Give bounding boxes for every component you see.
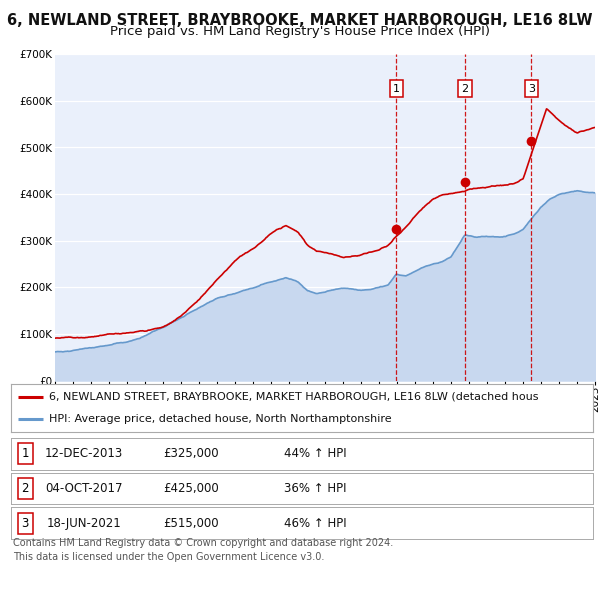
Text: 36% ↑ HPI: 36% ↑ HPI — [284, 482, 347, 495]
Text: £325,000: £325,000 — [163, 447, 219, 460]
Text: 04-OCT-2017: 04-OCT-2017 — [45, 482, 122, 495]
Text: £425,000: £425,000 — [163, 482, 219, 495]
Text: HPI: Average price, detached house, North Northamptonshire: HPI: Average price, detached house, Nort… — [49, 414, 391, 424]
Text: 1: 1 — [22, 447, 29, 460]
Text: 44% ↑ HPI: 44% ↑ HPI — [284, 447, 347, 460]
Text: This data is licensed under the Open Government Licence v3.0.: This data is licensed under the Open Gov… — [13, 552, 325, 562]
Text: 6, NEWLAND STREET, BRAYBROOKE, MARKET HARBOROUGH, LE16 8LW: 6, NEWLAND STREET, BRAYBROOKE, MARKET HA… — [7, 13, 593, 28]
Text: 3: 3 — [22, 517, 29, 530]
Text: £515,000: £515,000 — [163, 517, 219, 530]
Text: 2: 2 — [22, 482, 29, 495]
Text: 2: 2 — [461, 84, 469, 94]
Text: 18-JUN-2021: 18-JUN-2021 — [46, 517, 121, 530]
Text: Price paid vs. HM Land Registry's House Price Index (HPI): Price paid vs. HM Land Registry's House … — [110, 25, 490, 38]
Text: 3: 3 — [528, 84, 535, 94]
Text: 6, NEWLAND STREET, BRAYBROOKE, MARKET HARBOROUGH, LE16 8LW (detached hous: 6, NEWLAND STREET, BRAYBROOKE, MARKET HA… — [49, 392, 538, 402]
Text: Contains HM Land Registry data © Crown copyright and database right 2024.: Contains HM Land Registry data © Crown c… — [13, 537, 394, 548]
Text: 12-DEC-2013: 12-DEC-2013 — [44, 447, 122, 460]
Text: 1: 1 — [393, 84, 400, 94]
Text: 46% ↑ HPI: 46% ↑ HPI — [284, 517, 347, 530]
